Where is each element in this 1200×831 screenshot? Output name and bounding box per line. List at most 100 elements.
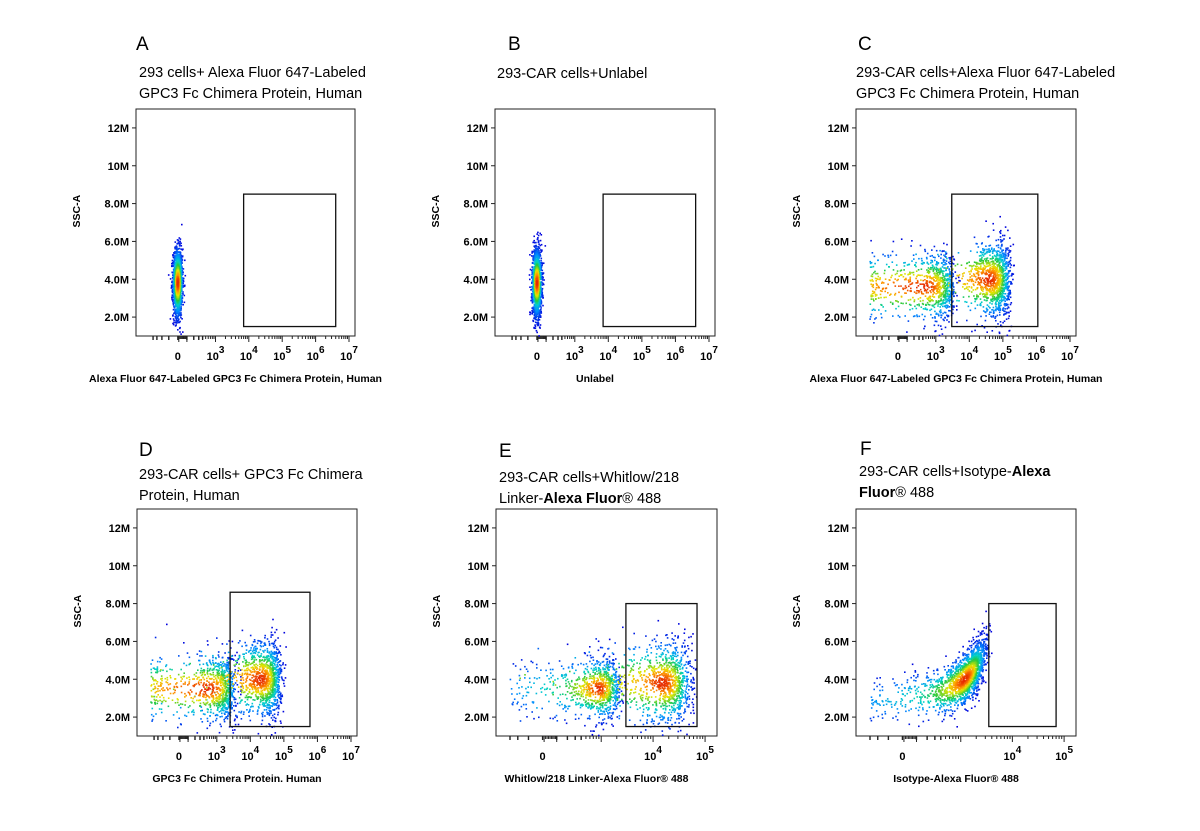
event-dot (1001, 277, 1004, 280)
event-dot (951, 284, 954, 286)
event-dot (171, 296, 173, 298)
event-dot (180, 262, 183, 264)
event-dot (945, 263, 948, 265)
event-dot (903, 265, 906, 267)
gate-rectangle[interactable] (602, 193, 697, 328)
event-dot (949, 294, 951, 296)
event-dots (869, 215, 1015, 337)
x-tick-label: 103 (566, 345, 584, 363)
x-tick-base: 10 (960, 351, 972, 363)
x-tick-base: 0 (534, 351, 540, 363)
event-dot (536, 331, 538, 334)
gate-rectangle[interactable] (242, 193, 337, 328)
event-dot (982, 306, 985, 308)
event-dot (998, 285, 1001, 288)
event-dot (177, 283, 179, 285)
panel-title-segment: 293 cells+ Alexa Fluor 647-Labeled (139, 65, 366, 81)
event-dot (178, 251, 181, 254)
y-tick-label: 4.0M (105, 274, 129, 286)
event-dot (915, 261, 917, 264)
event-dot (1005, 255, 1007, 257)
event-dot (883, 296, 885, 299)
event-dot (1005, 282, 1007, 284)
event-dot (906, 264, 909, 266)
event-dot (884, 278, 887, 280)
event-dot (973, 261, 976, 263)
event-dot (999, 291, 1001, 294)
event-dot (983, 249, 986, 252)
event-dot (175, 248, 178, 250)
event-dot (541, 273, 543, 276)
event-dot (1004, 249, 1007, 252)
x-tick-exponent: 6 (1040, 345, 1046, 356)
event-dot (945, 279, 947, 282)
event-dot (539, 232, 541, 235)
event-dot (534, 321, 537, 324)
event-dot (874, 262, 876, 265)
event-dot (540, 259, 542, 262)
event-dot (976, 323, 978, 326)
event-dot (948, 309, 950, 312)
event-dot (171, 298, 174, 301)
event-dot (945, 299, 947, 301)
event-dot (997, 270, 1000, 273)
event-dot (942, 274, 944, 277)
event-dot (946, 298, 949, 301)
event-dot (180, 304, 183, 306)
event-dot (537, 231, 539, 234)
event-dot (1008, 261, 1011, 263)
event-dot (919, 244, 922, 247)
event-dot (942, 290, 945, 293)
event-dot (943, 294, 945, 296)
event-dot (971, 265, 973, 268)
event-dot (997, 303, 1000, 305)
event-dot (533, 259, 536, 261)
event-dot (966, 286, 968, 288)
event-dot (979, 267, 982, 269)
event-dot (536, 282, 538, 284)
event-dot (992, 292, 994, 294)
event-dot (874, 295, 877, 297)
plot-frame (135, 108, 356, 337)
event-dot (530, 293, 533, 295)
event-dot (1005, 311, 1008, 314)
event-dot (1002, 270, 1004, 273)
event-dot (931, 264, 934, 266)
event-dot (1001, 294, 1003, 296)
event-dot (536, 283, 538, 285)
event-dot (994, 250, 996, 252)
event-dot (936, 273, 939, 276)
event-dot (909, 308, 911, 311)
event-dot (981, 286, 984, 289)
event-dot (908, 273, 910, 275)
event-dot (876, 294, 878, 296)
event-dot (933, 324, 936, 327)
event-dot (1001, 272, 1004, 274)
event-dot (532, 241, 534, 244)
event-dot (960, 264, 963, 266)
event-dot (933, 276, 936, 278)
event-dot (540, 281, 543, 283)
event-dot (1004, 272, 1007, 275)
event-dot (976, 268, 979, 270)
event-dot (941, 271, 943, 273)
event-dot (949, 260, 952, 263)
event-dot (947, 287, 949, 289)
event-dot (996, 254, 999, 257)
event-dot (986, 331, 988, 333)
event-dot (952, 273, 954, 275)
event-dot (536, 315, 539, 317)
event-dots (167, 223, 187, 335)
event-dot (937, 290, 940, 293)
event-dot (952, 268, 954, 270)
event-dot (535, 245, 538, 248)
event-dot (948, 274, 951, 276)
event-dot (932, 269, 935, 271)
event-dot (948, 306, 951, 308)
x-tick-base: 10 (207, 351, 219, 363)
event-dot (537, 245, 540, 248)
event-dot (998, 290, 1000, 293)
event-dot (942, 259, 945, 262)
event-dot (1003, 238, 1005, 240)
event-dot (948, 282, 950, 285)
